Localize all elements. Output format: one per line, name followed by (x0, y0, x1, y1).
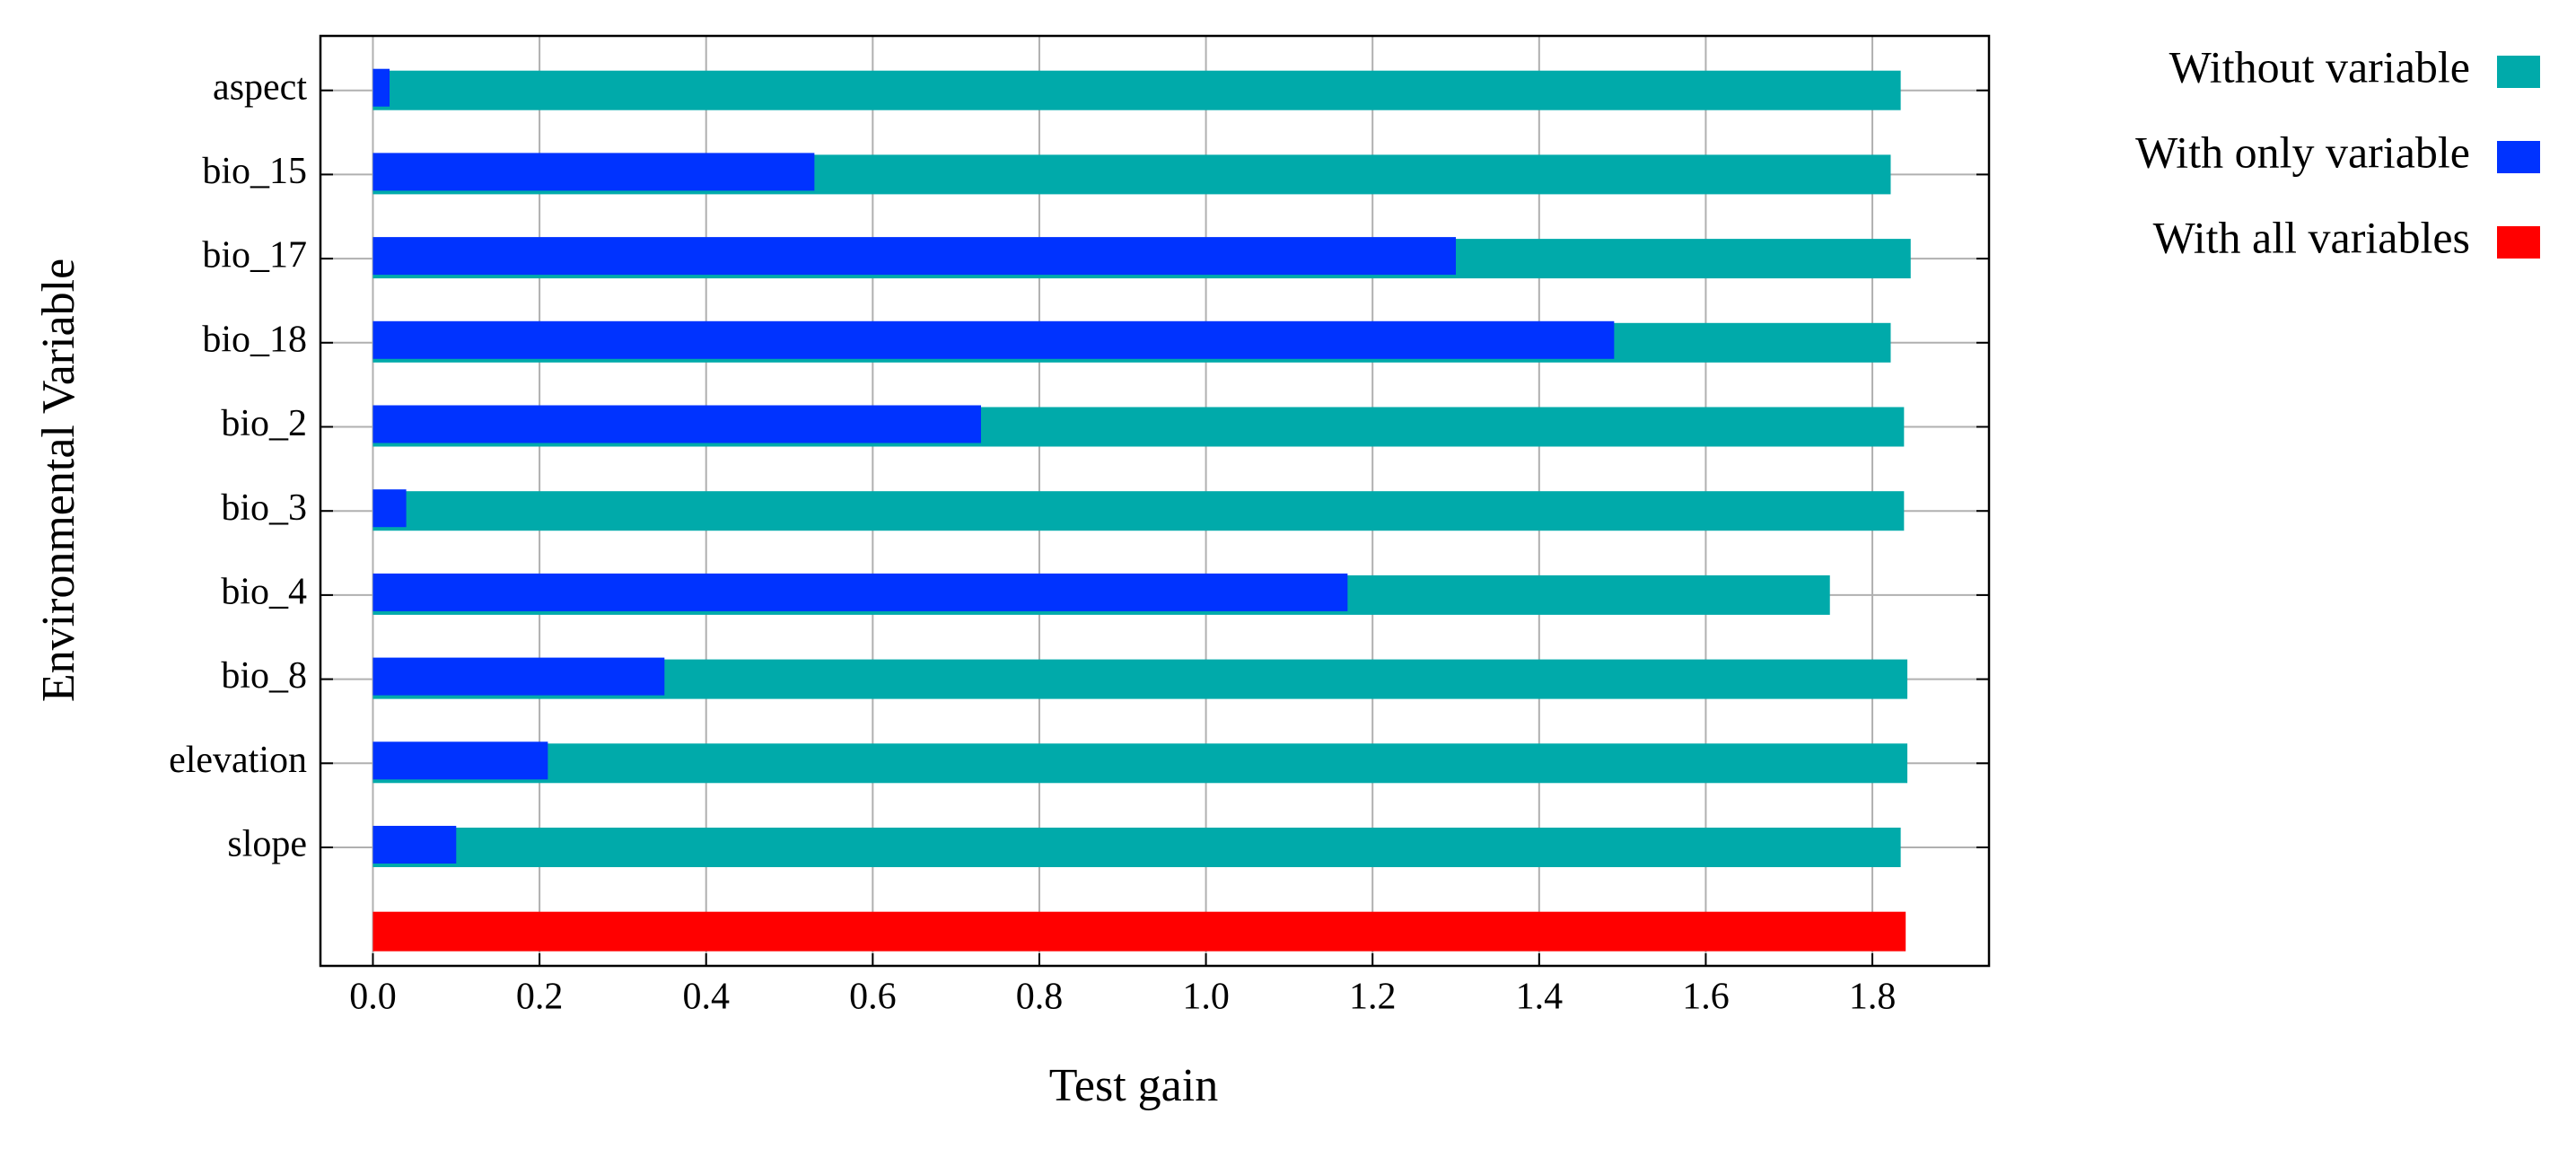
bar (372, 826, 457, 864)
x-tick-label: 1.6 (1682, 977, 1730, 1018)
y-tick-label: bio_4 (221, 572, 307, 613)
bar (372, 828, 1901, 867)
x-tick-label: 0.0 (349, 977, 397, 1018)
legend-label: With only variable (2135, 127, 2470, 177)
x-tick-label: 0.6 (849, 977, 897, 1018)
bar (372, 489, 407, 528)
y-tick-label: bio_2 (221, 403, 307, 444)
x-tick-label: 1.0 (1182, 977, 1230, 1018)
legend-swatch (2497, 141, 2540, 173)
legend-label: With all variables (2153, 212, 2470, 262)
plot-frame (319, 34, 1991, 968)
y-tick-label: bio_15 (202, 151, 307, 192)
y-tick-label: aspect (213, 66, 307, 108)
y-tick-label: bio_17 (202, 235, 307, 276)
bar (372, 911, 1906, 952)
bar (372, 153, 815, 191)
x-tick-label: 1.8 (1849, 977, 1897, 1018)
y-tick-label: bio_18 (202, 319, 307, 360)
x-tick-label: 0.8 (1016, 977, 1064, 1018)
y-tick-label: elevation (169, 740, 307, 781)
bar (372, 70, 1901, 110)
legend-swatch (2497, 226, 2540, 259)
y-tick-label: bio_3 (221, 487, 307, 529)
y-axis-label: Environmental Variable (33, 259, 84, 702)
bar (372, 657, 665, 696)
bar (372, 237, 1457, 276)
bar (372, 743, 1908, 784)
x-tick-label: 1.4 (1516, 977, 1564, 1018)
x-tick-label: 1.2 (1349, 977, 1397, 1018)
bar (372, 405, 981, 443)
legend-label: Without variable (2169, 41, 2470, 92)
y-tick-label: bio_8 (221, 655, 307, 697)
x-tick-label: 0.2 (516, 977, 564, 1018)
x-axis-label: Test gain (1049, 1060, 1218, 1111)
bar (372, 741, 548, 780)
bar (372, 573, 1348, 611)
legend-swatch (2497, 56, 2540, 88)
y-tick-label: slope (227, 824, 307, 865)
bar (372, 491, 1905, 531)
bar (372, 320, 1615, 359)
bar (372, 68, 390, 107)
x-tick-label: 0.4 (682, 977, 730, 1018)
